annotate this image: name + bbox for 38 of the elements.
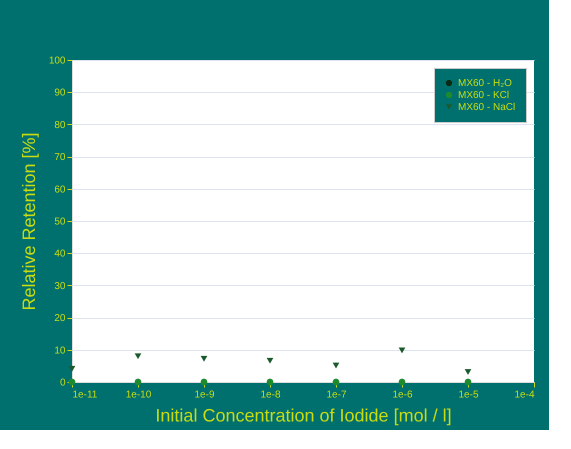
point: [464, 369, 472, 375]
y-tick-label: 40: [54, 248, 66, 260]
x-tick-label: 1e-4: [514, 390, 535, 400]
legend-label: MX60 - NaCl: [458, 102, 516, 113]
point: [332, 362, 340, 368]
y-tick-label: 100: [48, 56, 66, 66]
y-tick-label: 10: [54, 345, 66, 356]
x-tick-label: 1e-11: [72, 390, 98, 400]
x-tick-label: 1e-9: [194, 390, 215, 400]
point: [134, 353, 142, 360]
x-axis-title: Initial Concentration of Iodide [mol / l]: [155, 406, 452, 426]
x-tick-label: 1e-5: [458, 390, 479, 400]
legend-label: MX60 - KCl: [458, 90, 510, 101]
point: [68, 366, 76, 372]
point: [332, 378, 340, 386]
y-tick-label: 60: [54, 184, 66, 196]
y-tick-label: 0: [60, 378, 66, 388]
point: [398, 348, 406, 354]
x-tick-label: 1e-8: [260, 390, 281, 400]
point: [266, 378, 274, 386]
y-tick-label: 50: [54, 216, 66, 228]
y-axis-title: Relative Retention [%]: [18, 132, 39, 311]
y-tick-label: 70: [54, 152, 66, 164]
y-tick-label: 80: [54, 120, 66, 131]
point: [200, 356, 208, 362]
x-tick-label: 1e-10: [126, 390, 152, 400]
point: [266, 358, 274, 364]
point: [134, 378, 142, 386]
point: [200, 378, 208, 386]
point: [68, 378, 76, 386]
y-tick-label: 30: [54, 280, 66, 292]
y-tick-label: 20: [54, 313, 66, 324]
point: [464, 378, 472, 386]
x-tick-label: 1e-7: [326, 390, 347, 400]
point: [398, 378, 406, 386]
x-tick-label: 1e-6: [392, 390, 413, 400]
legend-label: MX60 - H₂O: [458, 78, 512, 89]
y-tick-label: 90: [54, 88, 66, 99]
